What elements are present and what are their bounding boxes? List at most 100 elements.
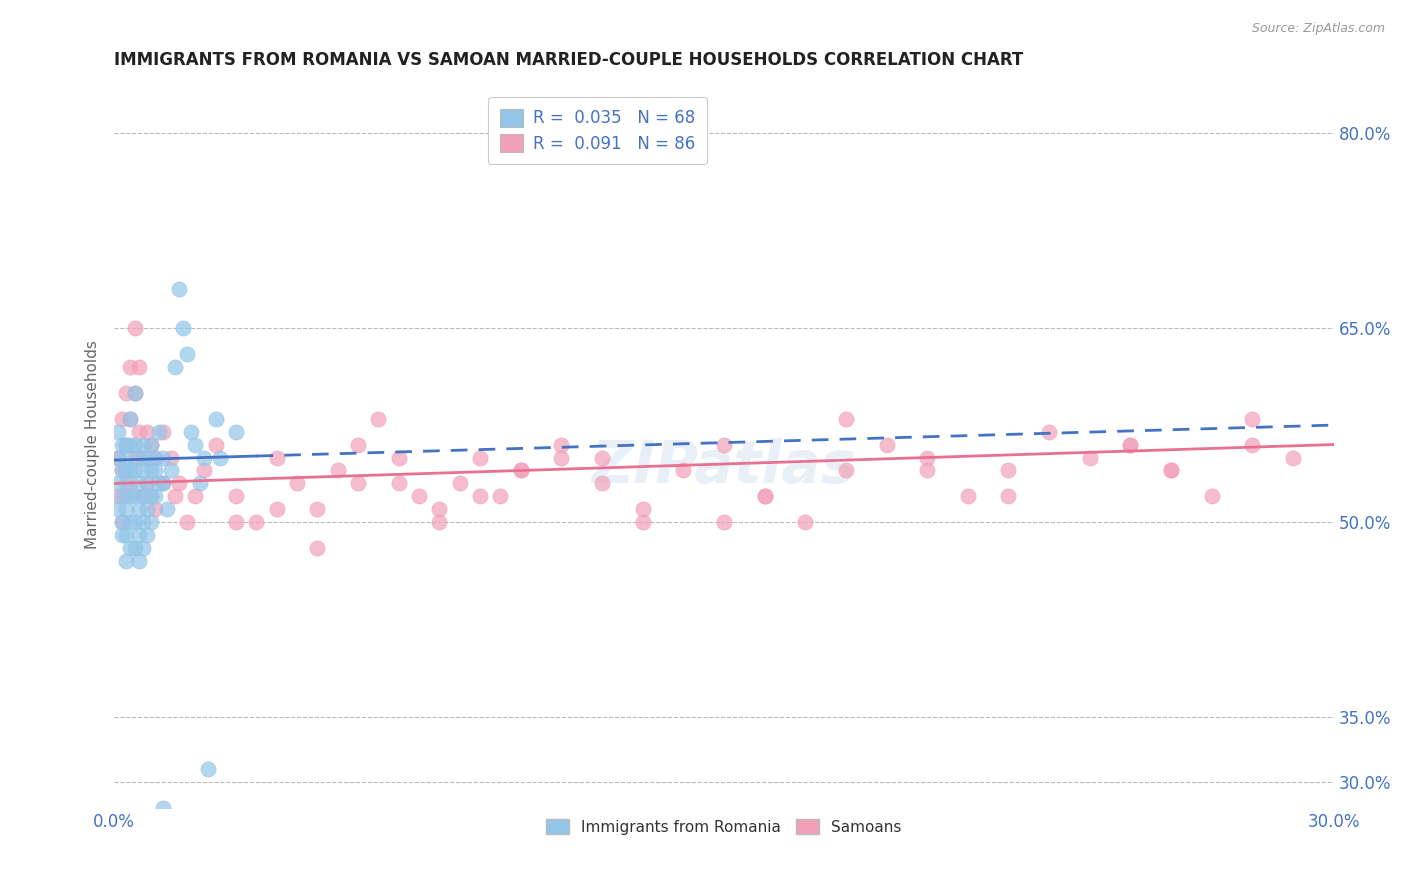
Point [367,411,389,425]
Point [131,490,153,504]
Text: Source: ZipAtlas.com: Source: ZipAtlas.com [1251,22,1385,36]
Point [997,463,1019,477]
Point [135,425,157,439]
Point [1119,437,1142,451]
Point [120,411,142,425]
Point [1241,411,1264,425]
Point [152,425,174,439]
Point [956,490,979,504]
Point [111,463,134,477]
Point [115,490,138,504]
Point [124,437,146,451]
Point [754,490,776,504]
Point [225,425,247,439]
Point [111,437,134,451]
Point [115,476,138,491]
Point [131,541,153,556]
Point [128,450,150,465]
Point [143,502,166,516]
Point [111,463,134,477]
Point [135,502,157,516]
Point [152,476,174,491]
Point [107,476,129,491]
Point [225,490,247,504]
Point [631,516,654,530]
Point [591,450,613,465]
Point [307,541,329,556]
Point [835,411,858,425]
Point [184,490,207,504]
Point [128,528,150,542]
Point [124,385,146,400]
Point [124,450,146,465]
Point [713,516,735,530]
Point [148,476,170,491]
Legend: Immigrants from Romania, Samoans: Immigrants from Romania, Samoans [537,809,911,844]
Point [120,516,142,530]
Point [139,437,162,451]
Point [107,490,129,504]
Text: IMMIGRANTS FROM ROMANIA VS SAMOAN MARRIED-COUPLE HOUSEHOLDS CORRELATION CHART: IMMIGRANTS FROM ROMANIA VS SAMOAN MARRIE… [114,51,1024,69]
Point [388,450,411,465]
Point [143,490,166,504]
Point [128,476,150,491]
Point [266,450,288,465]
Point [120,437,142,451]
Point [115,502,138,516]
Point [120,541,142,556]
Point [135,476,157,491]
Point [167,282,190,296]
Point [115,437,138,451]
Point [143,450,166,465]
Point [591,476,613,491]
Point [131,463,153,477]
Point [180,425,202,439]
Point [408,490,430,504]
Point [120,490,142,504]
Point [111,490,134,504]
Point [131,437,153,451]
Point [111,411,134,425]
Point [128,425,150,439]
Point [794,516,817,530]
Point [139,490,162,504]
Point [115,450,138,465]
Point [143,450,166,465]
Point [1160,463,1182,477]
Point [176,516,198,530]
Point [204,411,226,425]
Point [429,502,451,516]
Point [124,385,146,400]
Point [139,490,162,504]
Point [197,762,219,776]
Point [124,516,146,530]
Point [156,502,179,516]
Point [509,463,531,477]
Point [835,463,858,477]
Point [111,516,134,530]
Point [107,450,129,465]
Point [124,320,146,334]
Point [468,490,491,504]
Point [124,541,146,556]
Point [135,528,157,542]
Point [266,502,288,516]
Point [208,450,231,465]
Point [915,463,938,477]
Y-axis label: Married-couple Households: Married-couple Households [86,340,100,549]
Point [115,463,138,477]
Point [111,516,134,530]
Point [713,437,735,451]
Point [139,516,162,530]
Point [120,359,142,374]
Point [115,528,138,542]
Point [388,476,411,491]
Point [115,385,138,400]
Point [115,437,138,451]
Point [754,490,776,504]
Point [489,490,512,504]
Point [135,476,157,491]
Point [152,450,174,465]
Point [152,476,174,491]
Point [107,502,129,516]
